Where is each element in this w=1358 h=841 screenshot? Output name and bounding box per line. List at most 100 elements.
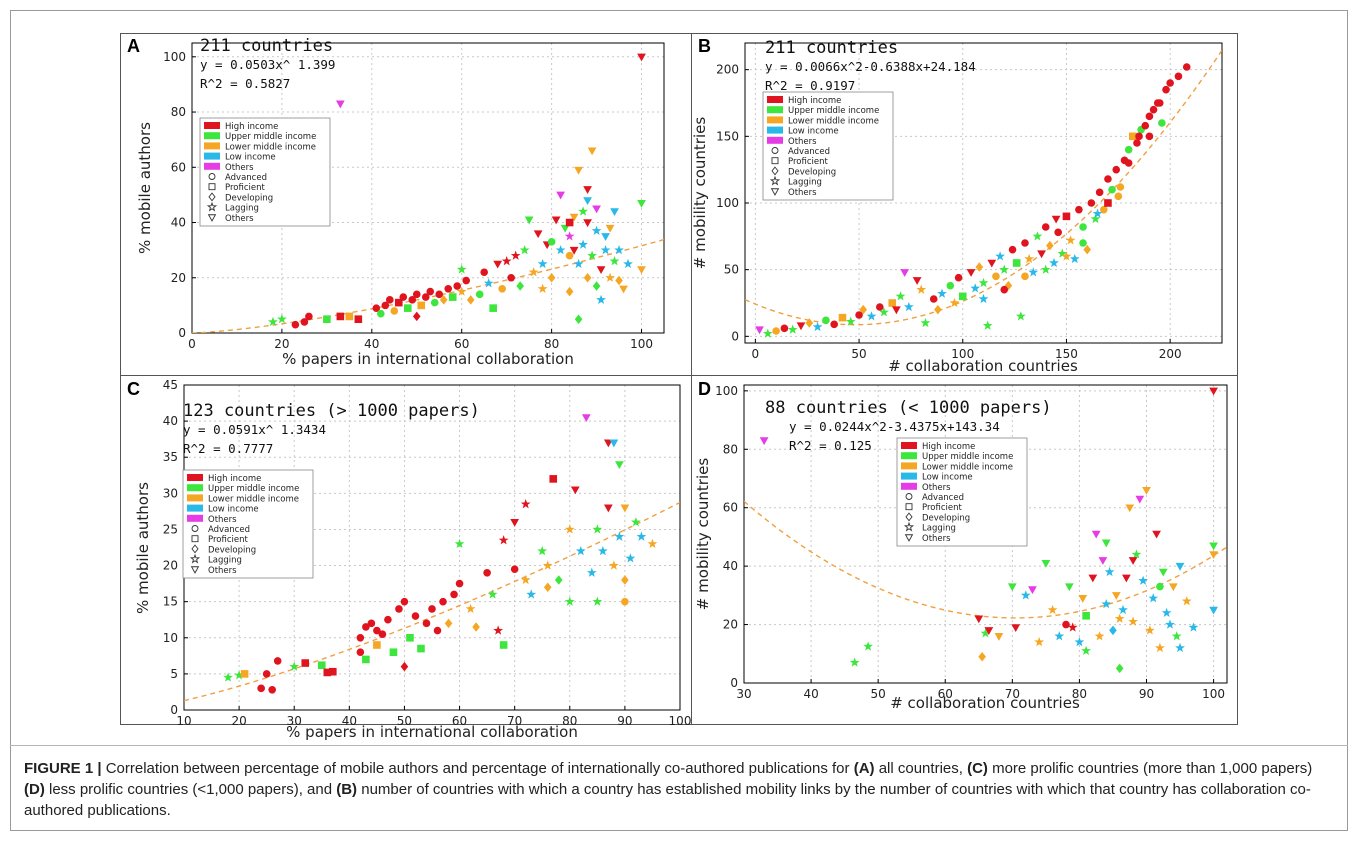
data-point-b-diamond [934, 304, 942, 315]
legend-label-b: Proficient [788, 157, 828, 167]
data-point-b-star [978, 277, 989, 288]
r-squared-c: R^2 = 0.7777 [183, 441, 273, 456]
legend-marker-square-icon [905, 503, 913, 511]
data-point-a-triangle-down [569, 213, 579, 222]
legend-marker-circle-icon [905, 493, 913, 500]
x-tick-label-c: 100 [669, 714, 692, 728]
legend-marker-circle-icon [208, 173, 216, 180]
data-point-a-triangle-down [335, 100, 345, 109]
data-point-c-star [564, 596, 575, 606]
data-point-c-star [520, 499, 531, 509]
legend-label-d: Developing [922, 513, 970, 523]
legend-label-d: Lagging [922, 524, 956, 534]
y-tick-label-b: 100 [716, 196, 739, 210]
data-point-a-circle [377, 309, 385, 318]
data-point-b-triangle-down [892, 306, 901, 315]
legend-marker-square-icon [191, 535, 199, 543]
legend-swatch-b [767, 106, 783, 114]
legend-swatch-d [901, 482, 917, 490]
data-point-a-square [394, 298, 403, 307]
data-point-a-triangle-down [601, 233, 610, 241]
data-point-c-circle [367, 619, 376, 628]
legend-label-c: High income [208, 474, 261, 484]
data-point-b-circle [1075, 205, 1083, 214]
data-point-a-star [537, 258, 548, 269]
data-point-a-triangle-down [533, 230, 543, 239]
legend-swatch-b [767, 136, 783, 144]
x-axis-label-a: % papers in international collaboration [282, 350, 574, 368]
data-point-d-triangle-down [1152, 530, 1161, 539]
legend-marker-diamond-icon [208, 192, 216, 202]
data-point-a-star [528, 267, 539, 277]
data-point-b-circle [1158, 119, 1166, 127]
data-point-c-star [493, 625, 504, 635]
data-point-d-triangle-down [1007, 583, 1017, 592]
data-point-d-star [1104, 566, 1115, 577]
data-point-d-triangle-down [1101, 539, 1111, 548]
legend-label-b: Lower middle income [788, 116, 879, 126]
data-point-a-triangle-down [619, 285, 628, 294]
data-point-b-circle [1021, 239, 1029, 247]
data-point-a-square [448, 293, 457, 301]
data-point-a-star [456, 264, 467, 274]
data-point-a-diamond [516, 281, 524, 291]
y-tick-label-b: 0 [731, 329, 739, 343]
data-point-c-star [465, 603, 476, 614]
data-point-c-circle [450, 590, 458, 599]
data-point-a-star [483, 278, 494, 288]
data-point-c-circle [422, 619, 431, 628]
data-point-d-star [1175, 642, 1185, 653]
data-point-b-triangle-down [796, 322, 806, 331]
data-point-c-star [608, 560, 619, 570]
data-point-d-star [863, 641, 873, 651]
data-point-a-star [587, 250, 597, 260]
data-point-d-triangle-down [759, 437, 769, 446]
data-point-c-circle [257, 684, 265, 693]
data-point-a-triangle-down [592, 205, 601, 214]
data-point-c-diamond [554, 575, 563, 585]
data-point-c-star [575, 545, 586, 556]
legend-swatch-b [767, 116, 783, 124]
legend-swatch-d [901, 472, 917, 480]
data-point-c-diamond [472, 622, 480, 632]
plot-frame-a [191, 42, 665, 334]
legend-label-d: Others [922, 483, 951, 493]
data-point-b-circle [1124, 159, 1133, 167]
data-point-a-diamond [412, 311, 421, 322]
data-point-a-triangle-down [556, 191, 565, 200]
data-point-a-star [578, 206, 588, 216]
data-point-d-circle [1156, 582, 1164, 591]
figure-frame [10, 10, 1348, 831]
data-point-a-triangle-down [560, 224, 570, 233]
data-point-d-star [1067, 622, 1078, 632]
data-point-c-star [223, 672, 233, 682]
data-point-d-triangle-down [1122, 574, 1131, 583]
data-point-a-triangle-down [610, 208, 619, 217]
r-squared-d: R^2 = 0.125 [789, 438, 872, 453]
data-point-c-circle [378, 630, 387, 638]
data-point-b-star [995, 251, 1005, 261]
data-point-b-circle [780, 324, 789, 333]
x-tick-label-d: 40 [803, 687, 818, 701]
data-point-d-star [1118, 604, 1128, 615]
data-point-a-diamond [574, 314, 583, 324]
data-point-d-triangle-down [1088, 574, 1098, 583]
data-point-c-star [526, 589, 537, 599]
data-point-a-circle [385, 296, 394, 304]
data-point-b-star [879, 307, 889, 317]
data-point-a-triangle-down [493, 260, 503, 269]
legend-label-c: Developing [208, 545, 256, 555]
data-point-b-circle [1141, 121, 1150, 130]
y-tick-label-d: 80 [723, 442, 738, 456]
data-point-c-circle [439, 597, 447, 606]
data-point-a-triangle-down [587, 147, 597, 156]
data-point-b-star [982, 320, 993, 330]
y-tick-label-c: 35 [163, 450, 178, 464]
data-point-b-circle [1145, 132, 1154, 141]
chart-title-a: 211 countries [200, 36, 333, 56]
x-tick-label-d: 90 [1139, 687, 1154, 701]
legend-label-a: Proficient [225, 183, 265, 193]
data-point-b-diamond [805, 318, 814, 328]
data-point-b-circle [1079, 223, 1087, 231]
caption-text-2: all countries, [874, 760, 968, 777]
